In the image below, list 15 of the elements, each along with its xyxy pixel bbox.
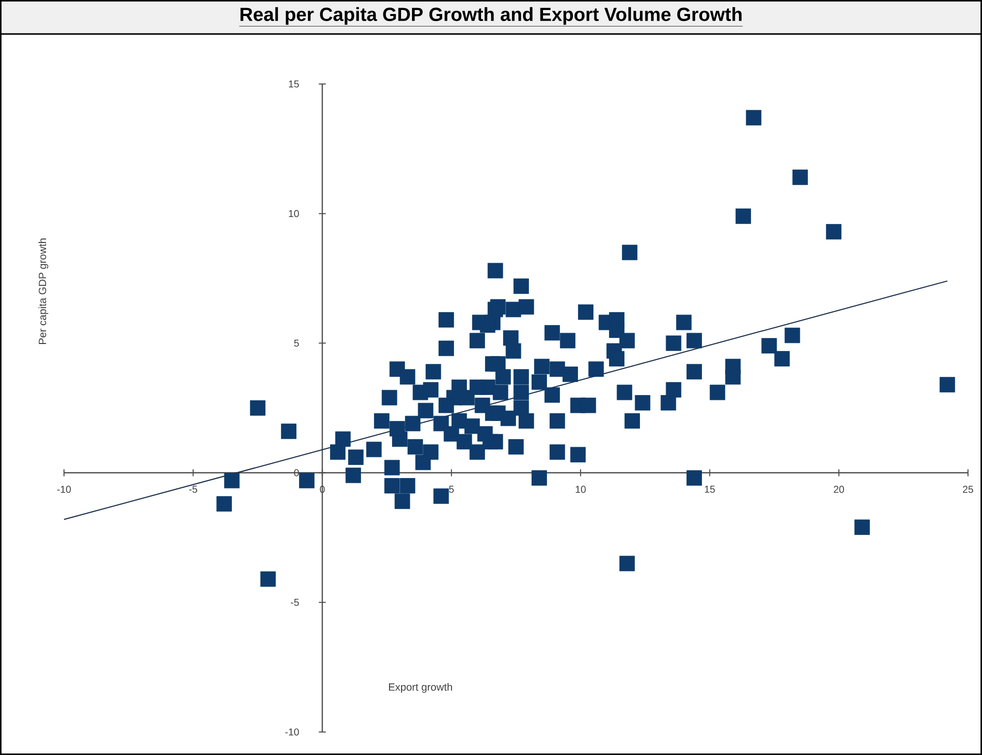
x-tick-label: 25 — [962, 486, 974, 493]
y-tick-label: 15 — [288, 80, 299, 88]
y-tick-label: 10 — [288, 210, 299, 218]
chart-title: Real per Capita GDP Growth and Export Volume Growth — [240, 7, 742, 25]
y-tick-label: -10 — [285, 728, 299, 736]
x-tick-label: 5 — [449, 486, 454, 493]
x-tick-label: -10 — [57, 486, 71, 493]
x-tick-label: -5 — [189, 486, 198, 493]
y-axis-title: Per capita GDP growth — [38, 238, 48, 344]
x-tick-label: 10 — [576, 486, 586, 493]
x-tick-label: 15 — [704, 486, 715, 493]
x-tick-label: 20 — [834, 486, 844, 493]
y-tick-label: -5 — [290, 598, 299, 606]
x-axis-title: Export growth — [389, 683, 452, 693]
y-tick-label: 5 — [294, 340, 299, 347]
